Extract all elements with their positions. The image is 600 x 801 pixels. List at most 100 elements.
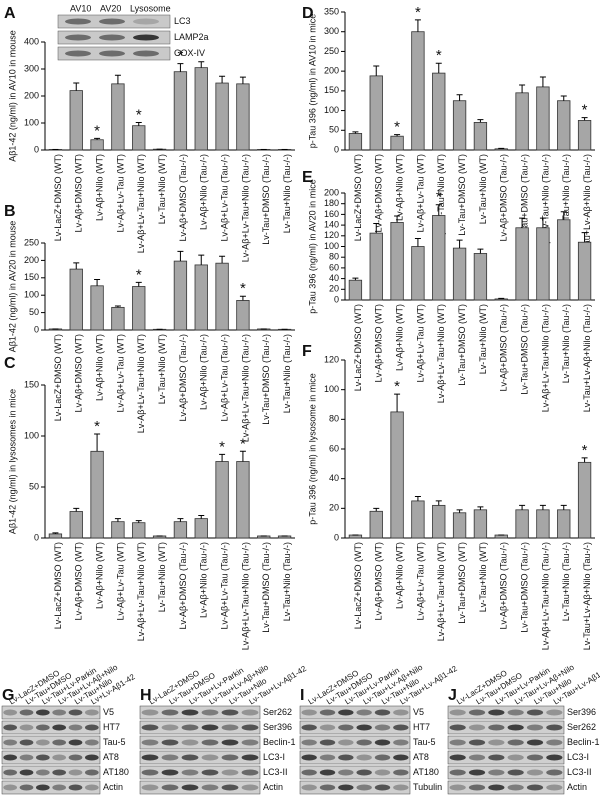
blot-band	[35, 709, 50, 716]
bar	[236, 83, 250, 151]
error-bar	[373, 222, 380, 234]
x-tick-label: Lv-Aβ+DMSO (WT)	[74, 154, 84, 232]
y-axis-label: p-Tau 396 (ng/ml) in AV20 in mice	[307, 179, 317, 313]
y-tick-label: 200	[324, 66, 339, 76]
x-tick-label: Lv-LacZ+DMSO (WT)	[353, 542, 363, 629]
x-tick-label: Lv-Tau+Nilo (WT)	[478, 154, 488, 224]
band-label: LC3-II	[567, 767, 592, 777]
error-bar	[135, 281, 142, 287]
bar	[557, 100, 571, 151]
panel-label: J	[448, 687, 457, 704]
blot-strip	[447, 705, 565, 720]
blot-band	[19, 754, 34, 761]
y-tick-label: 200	[324, 187, 339, 197]
bar	[215, 82, 229, 151]
blot-band	[488, 739, 505, 746]
blot-band	[338, 784, 354, 791]
band-label: LC3-I	[263, 752, 285, 762]
bar	[452, 100, 467, 151]
band-label: Actin	[263, 782, 283, 792]
blot-band	[161, 709, 179, 716]
blot-band	[546, 754, 563, 761]
blot-band	[468, 739, 486, 746]
blot-band	[201, 754, 219, 761]
bar	[411, 246, 425, 301]
x-tick-label: Lv-Tau+Nilo (Tau-/-)	[282, 154, 292, 233]
x-tick-label: Lv-LacZ+DMSO (WT)	[53, 334, 63, 421]
error-bar	[177, 250, 184, 262]
blot-strip	[447, 735, 565, 750]
x-tick-label: Lv-Tau+Lv-Aβ+Nilo (Tau-/-)	[582, 542, 592, 650]
error-bar	[456, 239, 463, 249]
blot-band	[393, 784, 409, 791]
blot-band	[526, 709, 544, 716]
y-tick-label: 160	[324, 209, 339, 219]
significance-marker: *	[136, 106, 142, 123]
y-tick-label: 150	[24, 272, 39, 282]
blot-band	[468, 724, 486, 731]
blot-band	[374, 784, 391, 791]
significance-marker: *	[582, 442, 588, 459]
y-tick-label: 140	[324, 219, 339, 229]
y-tick-label: 200	[24, 90, 39, 100]
blot-band	[241, 709, 259, 716]
error-bar	[352, 131, 359, 134]
blot-strip	[139, 705, 261, 720]
bar	[411, 31, 425, 151]
blot-band	[221, 724, 239, 731]
blot-band	[201, 739, 219, 746]
blot-strip	[1, 780, 101, 795]
blot-band	[507, 709, 524, 716]
y-tick-label: 100	[324, 241, 339, 251]
y-tick-label: 350	[324, 6, 339, 16]
error-bar	[435, 62, 442, 74]
x-tick-label: Lv-Tau+DMSO (Tau-/-)	[261, 154, 271, 245]
blot-strip	[139, 720, 261, 735]
blot-band	[52, 754, 67, 761]
blot-band	[68, 754, 83, 761]
blot-band	[35, 739, 50, 746]
bar	[432, 504, 446, 539]
blot-band	[374, 739, 391, 746]
error-bar	[477, 248, 484, 254]
y-tick-label: 60	[329, 262, 339, 272]
band-label: AT8	[103, 752, 119, 762]
significance-marker: *	[94, 418, 100, 435]
blot-band	[84, 769, 99, 776]
blot-band	[393, 754, 409, 761]
blot-band	[141, 754, 159, 761]
error-bar	[498, 297, 505, 299]
x-tick-label: Lv-Aβ+Nilo (WT)	[94, 154, 104, 221]
blot-band	[449, 709, 466, 716]
y-tick-label: 20	[329, 503, 339, 513]
blot-band	[393, 739, 409, 746]
inset-band-label: LAMP2a	[174, 32, 209, 42]
x-tick-label: Lv-Tau+Nilo (Tau-/-)	[282, 334, 292, 413]
bar	[194, 518, 208, 539]
bar	[432, 215, 446, 301]
blot-band	[141, 709, 159, 716]
bar	[369, 510, 383, 539]
x-tick-label: Lv-Aβ+Nilo (WT)	[394, 154, 404, 221]
blot-band	[3, 709, 18, 716]
x-tick-label: Lv-Aβ+Lv-Tau (Tau-/-)	[219, 154, 229, 241]
blot-band	[507, 784, 524, 791]
x-tick-label: Lv-Aβ+Lv-Tau (Tau-/-)	[219, 542, 229, 629]
x-tick-label: Lv-Aβ+Lv-Tau (WT)	[115, 154, 125, 232]
blot-band	[319, 754, 336, 761]
error-bar	[94, 433, 101, 452]
x-tick-label: Lv-Tau+Nilo (Tau-/-)	[282, 542, 292, 621]
x-tick-label: Lv-Aβ+Lv-Tau+Nilo (Tau-/-)	[540, 154, 550, 262]
error-bar	[373, 507, 380, 512]
error-bar	[352, 277, 359, 281]
blot-strip	[299, 735, 411, 750]
bar	[90, 139, 104, 151]
x-tick-label: Lv-Tau+DMSO (Tau-/-)	[261, 542, 271, 633]
panel-label: F	[302, 343, 312, 360]
error-bar	[519, 504, 526, 510]
blot-band	[338, 709, 354, 716]
error-bar	[560, 211, 567, 220]
error-bar	[539, 504, 546, 510]
blot-band	[241, 754, 259, 761]
x-tick-label: Lv-Aβ+Nilo (Tau-/-)	[199, 154, 209, 230]
